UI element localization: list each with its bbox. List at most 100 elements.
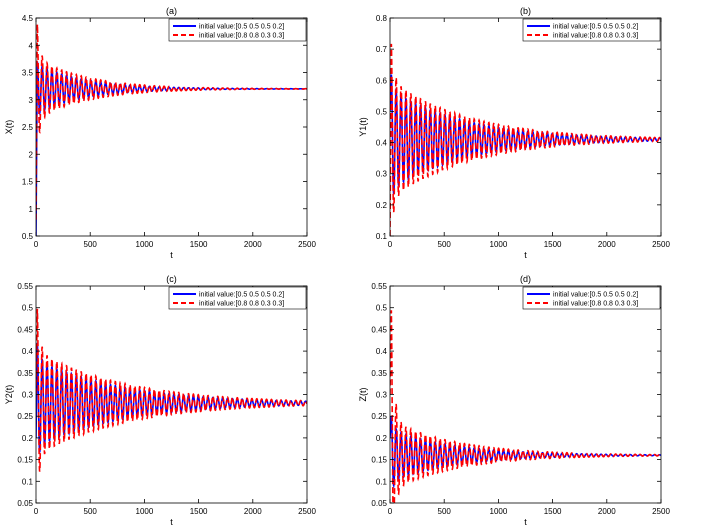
- axes-frame: [389, 17, 662, 237]
- y-tick-label: 0.55: [371, 282, 387, 291]
- x-tick-label: 0: [388, 507, 393, 516]
- x-tick-label: 1500: [544, 240, 562, 249]
- x-tick-label: 2000: [244, 507, 262, 516]
- y-tick-label: 3: [29, 96, 34, 105]
- x-axis-label: t: [170, 517, 173, 527]
- chart-title: (d): [520, 274, 531, 284]
- legend-box: [522, 286, 661, 310]
- y-axis-label: Y2(t): [4, 385, 14, 405]
- legend-box: [522, 18, 661, 42]
- legend: initial value:[0.5 0.5 0.5 0.2] initial v…: [168, 18, 307, 42]
- series-line-1: [36, 61, 307, 236]
- x-axis-label: t: [524, 250, 527, 260]
- y-axis-label: Y1(t): [358, 117, 368, 137]
- legend-label-2: initial value:[0.8 0.8 0.3 0.3]: [553, 301, 638, 308]
- y-tick-label: 0.55: [17, 282, 33, 291]
- y-tick-label: 0.4: [376, 139, 388, 148]
- y-tick-label: 0.05: [17, 499, 33, 508]
- series-line-2: [36, 24, 307, 220]
- x-tick-label: 500: [84, 240, 98, 249]
- legend-label-1: initial value:[0.5 0.5 0.5 0.2]: [199, 292, 284, 299]
- axes-frame: [389, 285, 662, 504]
- y-tick-label: 0.45: [17, 325, 33, 334]
- y-tick-label: 0.6: [376, 76, 388, 85]
- y-tick-label: 0.35: [371, 369, 387, 378]
- x-tick-label: 1000: [136, 507, 154, 516]
- y-tick-label: 0.25: [371, 412, 387, 421]
- y-axis-label: Z(t): [358, 388, 368, 402]
- x-tick-label: 500: [84, 507, 98, 516]
- y-tick-label: 0.35: [17, 369, 33, 378]
- y-tick-label: 0.15: [17, 456, 33, 465]
- legend-label-1: initial value:[0.5 0.5 0.5 0.2]: [553, 24, 638, 31]
- x-tick-label: 2500: [298, 507, 316, 516]
- y-tick-label: 2: [29, 150, 34, 159]
- chart-title: (a): [166, 6, 177, 16]
- x-tick-label: 500: [438, 507, 452, 516]
- legend-label-1: initial value:[0.5 0.5 0.5 0.2]: [553, 292, 638, 299]
- y-tick-label: 0.3: [376, 170, 388, 179]
- y-tick-label: 4: [29, 41, 34, 50]
- legend: initial value:[0.5 0.5 0.5 0.2] initial v…: [522, 18, 661, 42]
- y-tick-label: 0.5: [376, 304, 388, 313]
- y-tick-label: 0.3: [376, 391, 388, 400]
- y-tick-label: 0.5: [22, 304, 34, 313]
- series-line-2: [390, 43, 661, 236]
- x-tick-label: 0: [388, 240, 393, 249]
- y-tick-label: 1.5: [22, 178, 34, 187]
- y-tick-label: 0.7: [376, 45, 388, 54]
- y-tick-label: 0.1: [376, 477, 388, 486]
- y-tick-label: 0.2: [376, 201, 388, 210]
- panel-0: 0 500 1000 1500 2000 2500 0.5 1 1.5 2 2.5 3 3.5 4 4.5 (…: [4, 6, 316, 260]
- legend: initial value:[0.5 0.5 0.5 0.2] initial v…: [522, 286, 661, 310]
- legend-label-2: initial value:[0.8 0.8 0.3 0.3]: [199, 301, 284, 308]
- y-tick-label: 0.3: [22, 391, 34, 400]
- panel-2: 0 500 1000 1500 2000 2500 0.05 0.1 0.15 0.2 0.25 0.…: [4, 274, 316, 527]
- x-tick-label: 0: [34, 240, 39, 249]
- x-tick-label: 1000: [490, 507, 508, 516]
- y-tick-label: 0.5: [376, 107, 388, 116]
- series-line-1: [36, 342, 307, 453]
- y-tick-label: 3.5: [22, 69, 34, 78]
- x-tick-label: 1500: [190, 240, 208, 249]
- y-tick-label: 0.2: [22, 434, 34, 443]
- x-tick-label: 0: [34, 507, 39, 516]
- y-tick-label: 0.2: [376, 434, 388, 443]
- x-tick-label: 2000: [598, 507, 616, 516]
- y-tick-label: 0.1: [22, 477, 34, 486]
- y-tick-label: 4.5: [22, 14, 34, 23]
- x-tick-label: 2000: [244, 240, 262, 249]
- chart-title: (b): [520, 6, 531, 16]
- series-line-2: [390, 310, 661, 503]
- y-tick-label: 2.5: [22, 123, 34, 132]
- x-tick-label: 1000: [490, 240, 508, 249]
- x-tick-label: 2500: [652, 507, 670, 516]
- series-line-2: [36, 308, 307, 472]
- x-tick-label: 2500: [652, 240, 670, 249]
- x-tick-label: 1500: [544, 507, 562, 516]
- y-tick-label: 0.5: [22, 232, 34, 241]
- legend: initial value:[0.5 0.5 0.5 0.2] initial v…: [168, 286, 307, 310]
- panel-3: 0 500 1000 1500 2000 2500 0.05 0.1 0.15 0.2 0.25 0.…: [358, 274, 670, 527]
- legend-box: [168, 18, 307, 42]
- x-tick-label: 500: [438, 240, 452, 249]
- axes-frame: [35, 17, 308, 237]
- y-axis-label: X(t): [4, 120, 14, 135]
- y-tick-label: 1: [29, 205, 34, 214]
- legend-label-1: initial value:[0.5 0.5 0.5 0.2]: [199, 24, 284, 31]
- y-tick-label: 0.4: [376, 347, 388, 356]
- legend-box: [168, 286, 307, 310]
- legend-label-2: initial value:[0.8 0.8 0.3 0.3]: [553, 33, 638, 40]
- y-tick-label: 0.1: [376, 232, 388, 241]
- x-tick-label: 1500: [190, 507, 208, 516]
- x-axis-label: t: [524, 517, 527, 527]
- x-tick-label: 1000: [136, 240, 154, 249]
- y-tick-label: 0.45: [371, 325, 387, 334]
- x-axis-label: t: [170, 250, 173, 260]
- x-tick-label: 2500: [298, 240, 316, 249]
- y-tick-label: 0.05: [371, 499, 387, 508]
- legend-label-2: initial value:[0.8 0.8 0.3 0.3]: [199, 33, 284, 40]
- series-line-1: [390, 74, 661, 195]
- y-tick-label: 0.4: [22, 347, 34, 356]
